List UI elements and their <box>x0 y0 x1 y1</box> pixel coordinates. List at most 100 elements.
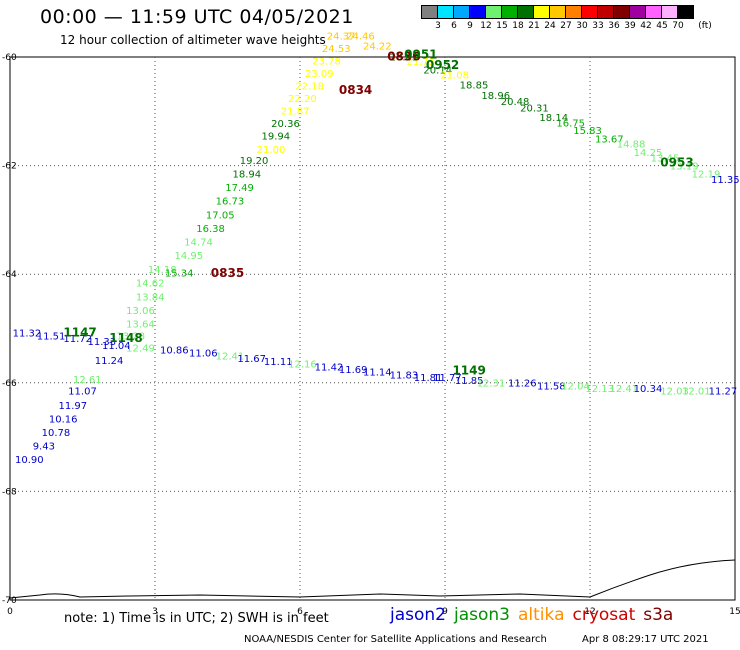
swh-value-label: 11.97 <box>59 401 88 412</box>
swh-value-label: 22.20 <box>288 94 317 105</box>
swh-value-label: 18.14 <box>539 113 568 124</box>
swh-value-label: 12.31 <box>477 379 506 390</box>
color-scale-cell <box>677 5 694 19</box>
swh-value-label: 12.03 <box>660 387 689 398</box>
swh-value-label: 24.37 <box>327 32 356 43</box>
swh-value-label: 14.18 <box>148 265 177 276</box>
color-scale-label: 12 <box>480 21 492 31</box>
page-title: 00:00 — 11:59 UTC 04/05/2021 <box>40 6 354 28</box>
swh-value-label: 16.73 <box>216 197 245 208</box>
pass-time-label: 0953 <box>660 156 693 170</box>
satellite-jason3: jason3 <box>454 605 510 625</box>
swh-value-label: 24.46 <box>346 32 375 43</box>
pass-time-label: 0834 <box>339 83 372 97</box>
x-tick-label: 12 <box>584 607 595 617</box>
swh-value-label: 16.75 <box>556 119 585 130</box>
pass-time-label: 1148 <box>109 331 142 345</box>
satellite-altika: altika <box>518 605 565 625</box>
swh-value-label: 10.16 <box>49 414 78 425</box>
swh-value-label: 20.48 <box>501 97 530 108</box>
swh-value-label: 18.94 <box>233 170 262 181</box>
swh-value-label: 24.22 <box>363 41 392 52</box>
swh-value-label: 12.19 <box>692 170 721 181</box>
footer-date: Apr 8 08:29:17 UTC 2021 <box>582 634 709 645</box>
swh-value-label: 20.85 <box>390 52 419 63</box>
swh-value-label: 9.43 <box>33 442 55 453</box>
swh-value-label: 14.62 <box>136 279 165 290</box>
swh-value-label: 12.16 <box>288 360 317 371</box>
swh-value-label: 11.27 <box>709 387 738 398</box>
swh-value-label: 13.06 <box>126 306 155 317</box>
color-scale-label: 36 <box>608 21 620 31</box>
x-tick-label: 15 <box>729 607 740 617</box>
swh-value-label: 11.24 <box>95 356 124 367</box>
swh-value-label: 23.09 <box>305 69 334 80</box>
swh-value-label: 11.42 <box>315 362 344 373</box>
pass-time-label: 1149 <box>452 364 485 378</box>
x-tick-label: 6 <box>297 607 303 617</box>
x-tick-label: 9 <box>442 607 448 617</box>
footer-note: note: 1) Time is in UTC; 2) SWH is in fe… <box>64 611 329 626</box>
swh-value-label: 20.36 <box>271 119 300 130</box>
plot-frame <box>9 56 736 601</box>
color-scale-label: 33 <box>592 21 604 31</box>
x-tick-label: 0 <box>7 607 13 617</box>
color-scale-label: 42 <box>640 21 652 31</box>
pass-time-label: 0952 <box>426 58 459 72</box>
color-scale-label: 39 <box>624 21 636 31</box>
swh-value-label: 11.69 <box>339 365 368 376</box>
swh-value-label: 11.14 <box>363 368 392 379</box>
swh-value-label: 19.94 <box>262 132 291 143</box>
swh-value-label: 11.85 <box>455 376 484 387</box>
color-scale-label: 3 <box>435 21 441 31</box>
color-scale-label: 6 <box>451 21 457 31</box>
swh-value-label: 13.67 <box>595 134 624 145</box>
y-tick-label: -62 <box>2 162 17 172</box>
swh-value-label: 22.18 <box>295 82 324 93</box>
swh-value-label: 11.11 <box>264 357 293 368</box>
swh-value-label: 14.88 <box>617 140 646 151</box>
color-scale-label: 18 <box>512 21 524 31</box>
swh-value-label: 20.31 <box>520 103 549 114</box>
swh-value-label: 20.14 <box>423 65 452 76</box>
swh-value-label: 12.61 <box>73 375 102 386</box>
swh-value-label: 18.85 <box>460 80 489 91</box>
swh-value-label: 21.75 <box>407 57 436 68</box>
swh-value-label: 11.72 <box>63 334 92 345</box>
color-scale-label: 9 <box>467 21 473 31</box>
swh-value-label: 12.04 <box>561 381 590 392</box>
swh-value-label: 10.78 <box>42 428 71 439</box>
coastline <box>9 559 736 599</box>
y-tick-label: -66 <box>2 379 17 389</box>
swh-value-label: 12.01 <box>682 387 711 398</box>
swh-value-label: 13.64 <box>126 319 155 330</box>
swh-value-label: 14.25 <box>634 148 663 159</box>
pass-time-label: 0951 <box>404 48 437 62</box>
y-tick-label: -60 <box>2 53 17 63</box>
swh-value-label: 11.83 <box>390 370 419 381</box>
swh-value-label: 24.53 <box>322 44 351 55</box>
swh-value-label: 23.78 <box>312 57 341 68</box>
swh-value-label: 11.67 <box>237 354 266 365</box>
swh-value-label: 13.84 <box>136 292 165 303</box>
color-scale-labels: 3 6 9 12 15 18 21 24 27 30 33 36 39 42 45 70 (ft) <box>421 21 740 33</box>
satellite-cryosat: cryosat <box>572 605 636 625</box>
color-scale-label: 70 <box>672 21 684 31</box>
swh-value-label: 11.04 <box>102 341 131 352</box>
pass-time-label: 0836 <box>387 49 420 63</box>
swh-value-label: 12.41 <box>216 351 245 362</box>
swh-value-label: 16.38 <box>196 224 225 235</box>
swh-value-label: 11.58 <box>537 381 566 392</box>
swh-value-label: 21.00 <box>257 145 286 156</box>
swh-value-label: 14.95 <box>175 251 204 262</box>
swh-value-label: 10.34 <box>634 384 663 395</box>
color-scale-label: 30 <box>576 21 588 31</box>
swh-value-label: 12.41 <box>610 384 639 395</box>
swh-value-label: 11.26 <box>508 379 537 390</box>
satellite-legend: jason2 jason3 altika cryosat s3a <box>390 605 681 625</box>
color-scale-bar <box>421 5 694 19</box>
color-scale-label: 24 <box>544 21 556 31</box>
color-scale-unit: (ft) <box>698 21 712 31</box>
swh-value-label: 21.87 <box>281 107 310 118</box>
